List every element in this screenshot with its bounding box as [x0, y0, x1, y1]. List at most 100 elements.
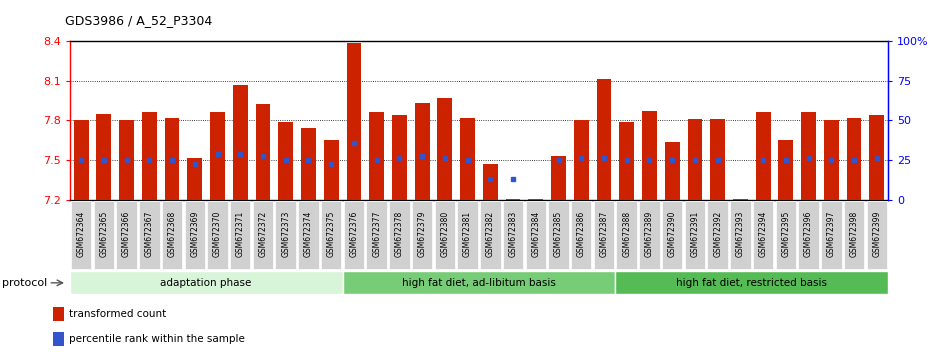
- Bar: [415, 103, 430, 200]
- Text: GSM672374: GSM672374: [304, 211, 313, 257]
- Bar: [97, 114, 112, 200]
- FancyBboxPatch shape: [458, 201, 478, 269]
- FancyBboxPatch shape: [299, 201, 319, 269]
- FancyBboxPatch shape: [184, 201, 205, 269]
- Bar: [142, 113, 156, 200]
- FancyBboxPatch shape: [617, 201, 637, 269]
- Text: GSM672382: GSM672382: [485, 211, 495, 257]
- FancyBboxPatch shape: [434, 201, 455, 269]
- FancyBboxPatch shape: [571, 201, 591, 269]
- Bar: [733, 199, 748, 200]
- Bar: [232, 85, 247, 200]
- Text: GSM672388: GSM672388: [622, 211, 631, 257]
- Text: adaptation phase: adaptation phase: [161, 278, 252, 288]
- Bar: [528, 199, 543, 200]
- Text: GSM672394: GSM672394: [759, 211, 767, 257]
- FancyBboxPatch shape: [253, 201, 273, 269]
- Bar: [551, 156, 565, 200]
- Bar: [619, 122, 634, 200]
- Bar: [870, 115, 884, 200]
- FancyBboxPatch shape: [207, 201, 228, 269]
- Bar: [301, 128, 316, 200]
- FancyBboxPatch shape: [342, 271, 616, 295]
- FancyBboxPatch shape: [662, 201, 683, 269]
- Text: GSM672383: GSM672383: [509, 211, 518, 257]
- Bar: [347, 43, 361, 200]
- FancyBboxPatch shape: [593, 201, 614, 269]
- FancyBboxPatch shape: [344, 201, 365, 269]
- Text: GSM672367: GSM672367: [145, 211, 153, 257]
- Text: GSM672393: GSM672393: [736, 211, 745, 257]
- Bar: [187, 158, 202, 200]
- Text: GSM672391: GSM672391: [690, 211, 699, 257]
- Text: percentile rank within the sample: percentile rank within the sample: [69, 333, 245, 344]
- Text: GSM672365: GSM672365: [100, 211, 109, 257]
- Bar: [596, 79, 611, 200]
- Text: GSM672380: GSM672380: [440, 211, 449, 257]
- FancyBboxPatch shape: [94, 201, 114, 269]
- Bar: [53, 332, 63, 346]
- FancyBboxPatch shape: [844, 201, 864, 269]
- FancyBboxPatch shape: [503, 201, 524, 269]
- Text: GDS3986 / A_52_P3304: GDS3986 / A_52_P3304: [65, 14, 212, 27]
- Bar: [506, 199, 521, 200]
- Text: GSM672396: GSM672396: [804, 211, 813, 257]
- Bar: [73, 120, 88, 200]
- FancyBboxPatch shape: [776, 201, 796, 269]
- Bar: [574, 120, 589, 200]
- Text: GSM672395: GSM672395: [781, 211, 790, 257]
- FancyBboxPatch shape: [275, 201, 296, 269]
- Bar: [53, 307, 63, 321]
- Bar: [687, 119, 702, 200]
- FancyBboxPatch shape: [821, 201, 842, 269]
- FancyBboxPatch shape: [525, 201, 546, 269]
- Text: GSM672369: GSM672369: [191, 211, 199, 257]
- Text: GSM672381: GSM672381: [463, 211, 472, 257]
- Text: GSM672397: GSM672397: [827, 211, 836, 257]
- Bar: [278, 122, 293, 200]
- FancyBboxPatch shape: [321, 201, 341, 269]
- Bar: [824, 120, 839, 200]
- Text: GSM672389: GSM672389: [644, 211, 654, 257]
- FancyBboxPatch shape: [480, 201, 500, 269]
- FancyBboxPatch shape: [71, 201, 91, 269]
- Text: GSM672399: GSM672399: [872, 211, 882, 257]
- Bar: [437, 98, 452, 200]
- Bar: [483, 164, 498, 200]
- Bar: [801, 113, 816, 200]
- Bar: [369, 113, 384, 200]
- Text: GSM672398: GSM672398: [849, 211, 858, 257]
- Text: GSM672375: GSM672375: [326, 211, 336, 257]
- FancyBboxPatch shape: [140, 201, 160, 269]
- FancyBboxPatch shape: [867, 201, 887, 269]
- FancyBboxPatch shape: [684, 201, 705, 269]
- Text: GSM672384: GSM672384: [531, 211, 540, 257]
- Text: GSM672377: GSM672377: [372, 211, 381, 257]
- Bar: [165, 118, 179, 200]
- Text: GSM672373: GSM672373: [281, 211, 290, 257]
- FancyBboxPatch shape: [639, 201, 659, 269]
- Text: GSM672370: GSM672370: [213, 211, 222, 257]
- Text: GSM672390: GSM672390: [668, 211, 677, 257]
- Bar: [324, 140, 339, 200]
- FancyBboxPatch shape: [366, 201, 387, 269]
- Text: high fat diet, ad-libitum basis: high fat diet, ad-libitum basis: [402, 278, 556, 288]
- FancyBboxPatch shape: [389, 201, 409, 269]
- Text: GSM672372: GSM672372: [259, 211, 268, 257]
- FancyBboxPatch shape: [730, 201, 751, 269]
- Text: high fat diet, restricted basis: high fat diet, restricted basis: [676, 278, 828, 288]
- Bar: [119, 120, 134, 200]
- Text: protocol: protocol: [2, 278, 47, 288]
- Bar: [711, 119, 725, 200]
- FancyBboxPatch shape: [162, 201, 182, 269]
- Bar: [210, 113, 225, 200]
- Bar: [642, 111, 657, 200]
- Text: GSM672371: GSM672371: [235, 211, 245, 257]
- Bar: [846, 118, 861, 200]
- Text: GSM672379: GSM672379: [418, 211, 427, 257]
- FancyBboxPatch shape: [116, 201, 137, 269]
- Bar: [665, 142, 680, 200]
- Text: GSM672385: GSM672385: [554, 211, 563, 257]
- FancyBboxPatch shape: [70, 271, 342, 295]
- Text: GSM672368: GSM672368: [167, 211, 177, 257]
